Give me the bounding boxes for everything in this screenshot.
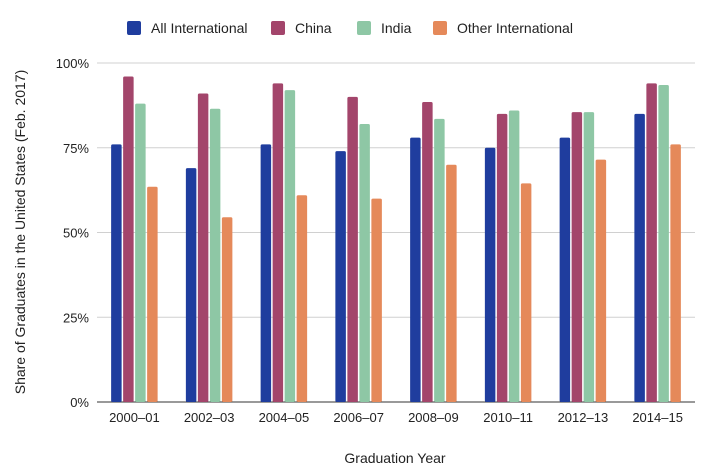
legend-label: Other International: [457, 20, 573, 36]
bar: [123, 76, 134, 402]
bar: [670, 144, 681, 403]
legend-item: India: [357, 20, 412, 36]
legend-item: All International: [127, 20, 248, 36]
x-tick-label: 2004–05: [259, 410, 310, 425]
x-tick-label: 2002–03: [184, 410, 235, 425]
bar: [508, 110, 520, 403]
legend-label: India: [381, 20, 412, 36]
x-tick-label: 2012–13: [558, 410, 609, 425]
x-axis-ticks: 2000–01 2002–03 2004–05 2006–07 2008–09 2010–…: [109, 410, 683, 425]
legend-label: China: [295, 20, 332, 36]
legend-label: All International: [151, 20, 248, 36]
bar: [446, 164, 457, 402]
bar: [147, 186, 158, 402]
x-tick-label: 2010–11: [483, 410, 533, 425]
bar: [646, 83, 657, 402]
bar: [496, 113, 508, 402]
bar: [197, 93, 209, 402]
legend-swatch: [127, 21, 141, 35]
legend-swatch: [433, 21, 447, 35]
y-axis-ticks: 0% 25% 50% 75% 100%: [56, 56, 90, 410]
bar: [209, 108, 221, 402]
x-tick-label: 2014–15: [632, 410, 683, 425]
bar: [371, 198, 382, 402]
y-axis-label: Share of Graduates in the United States …: [12, 70, 28, 395]
x-tick-label: 2006–07: [333, 410, 384, 425]
bar: [422, 101, 433, 403]
y-tick-label: 50%: [63, 226, 89, 241]
bar: [260, 144, 272, 403]
x-tick-label: 2008–09: [408, 410, 459, 425]
bar: [335, 151, 346, 402]
legend-swatch: [271, 21, 285, 35]
x-axis-label: Graduation Year: [344, 450, 446, 466]
x-tick-label: 2000–01: [109, 410, 160, 425]
bar: [595, 159, 607, 402]
bar: [296, 195, 308, 402]
bar: [484, 147, 496, 402]
bar: [410, 137, 421, 402]
bar: [284, 90, 296, 403]
bar: [185, 168, 197, 402]
gridlines: [97, 62, 695, 403]
y-tick-label: 0%: [70, 395, 89, 410]
y-tick-label: 100%: [56, 56, 90, 71]
bar: [583, 112, 595, 402]
bar: [634, 113, 645, 402]
bar: [135, 103, 146, 403]
legend-item: Other International: [433, 20, 573, 36]
bar: [520, 183, 532, 402]
bar: [571, 112, 583, 402]
bar: [434, 118, 445, 402]
bar: [359, 124, 370, 403]
bar: [559, 137, 571, 402]
bar: [111, 144, 122, 403]
y-tick-label: 75%: [63, 141, 89, 156]
bar: [272, 83, 284, 402]
legend-swatch: [357, 21, 371, 35]
legend-item: China: [271, 20, 332, 36]
bar: [221, 217, 233, 402]
legend: All International China India Other Interna…: [127, 20, 573, 36]
bar: [347, 96, 358, 403]
bars: [111, 76, 681, 403]
y-tick-label: 25%: [63, 310, 89, 325]
bar: [658, 85, 669, 402]
